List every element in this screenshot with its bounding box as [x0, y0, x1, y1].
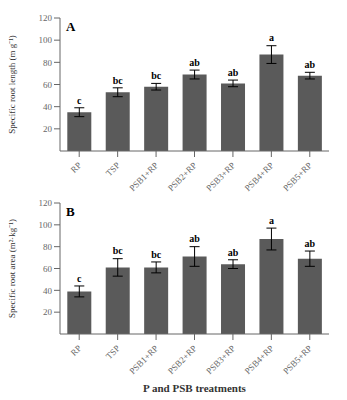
svg-text:120: 120	[39, 198, 53, 208]
svg-text:PSB5+RP: PSB5+RP	[281, 160, 314, 193]
svg-text:bc: bc	[151, 70, 162, 81]
html-text:B: B	[66, 204, 75, 219]
svg-text:PSB5+RP: PSB5+RP	[281, 343, 314, 376]
svg-text:60: 60	[43, 264, 53, 274]
svg-text:PSB2+RP: PSB2+RP	[166, 343, 199, 376]
svg-text:40: 40	[43, 286, 53, 296]
svg-text:RP: RP	[69, 160, 84, 175]
svg-text:40: 40	[43, 102, 53, 112]
svg-text:a: a	[269, 215, 274, 226]
html-text:A: A	[66, 19, 76, 34]
svg-text:TSP: TSP	[104, 160, 122, 178]
svg-text:PSB1+RP: PSB1+RP	[127, 160, 160, 193]
svg-text:Specific root length (m g⁻¹): Specific root length (m g⁻¹)	[8, 35, 17, 134]
svg-text:60: 60	[43, 80, 53, 90]
svg-text:bc: bc	[113, 75, 124, 86]
svg-text:ab: ab	[305, 238, 316, 249]
svg-text:PSB2+RP: PSB2+RP	[166, 160, 199, 193]
svg-text:100: 100	[39, 35, 53, 45]
svg-text:a: a	[269, 32, 274, 43]
svg-text:80: 80	[43, 242, 53, 252]
svg-text:ab: ab	[305, 59, 316, 70]
svg-text:c: c	[77, 273, 82, 284]
svg-text:bc: bc	[151, 249, 162, 260]
svg-text:Specific root area (m²·kg⁻¹): Specific root area (m²·kg⁻¹)	[8, 219, 17, 318]
svg-text:PSB4+RP: PSB4+RP	[243, 343, 276, 376]
svg-text:ab: ab	[189, 233, 200, 244]
svg-text:120: 120	[39, 13, 53, 23]
svg-text:P and PSB treatments: P and PSB treatments	[143, 382, 246, 392]
svg-text:ab: ab	[228, 67, 239, 78]
svg-text:PSB4+RP: PSB4+RP	[243, 160, 276, 193]
svg-text:TSP: TSP	[104, 343, 122, 361]
svg-text:RP: RP	[69, 343, 84, 358]
svg-text:20: 20	[43, 124, 53, 134]
svg-text:ab: ab	[228, 247, 239, 258]
svg-text:ab: ab	[189, 57, 200, 68]
svg-text:20: 20	[43, 307, 53, 317]
svg-text:PSB3+RP: PSB3+RP	[204, 160, 237, 193]
svg-text:PSB3+RP: PSB3+RP	[204, 343, 237, 376]
svg-text:PSB1+RP: PSB1+RP	[127, 343, 160, 376]
svg-text:c: c	[77, 95, 82, 106]
svg-text:80: 80	[43, 58, 53, 68]
svg-text:100: 100	[39, 220, 53, 230]
svg-text:bc: bc	[113, 245, 124, 256]
